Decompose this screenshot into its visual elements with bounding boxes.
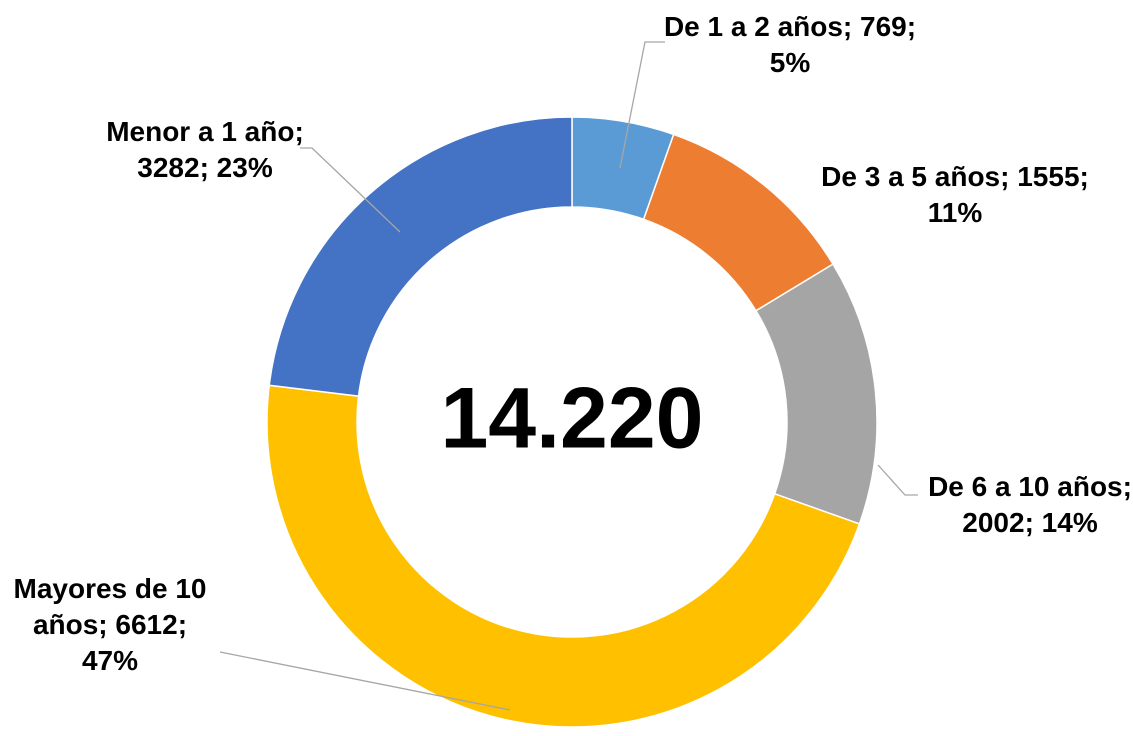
- leader-line: [300, 147, 401, 233]
- donut-slice: [266, 384, 861, 728]
- data-label: De 3 a 5 años; 1555; 11%: [821, 161, 1089, 228]
- data-label: Mayores de 10 años; 6612; 47%: [13, 573, 207, 676]
- leader-line: [619, 41, 665, 169]
- leader-line: [219, 651, 511, 711]
- data-label: Menor a 1 año; 3282; 23%: [106, 116, 304, 183]
- center-label: 14.220: [440, 371, 703, 467]
- donut-slice: [754, 263, 878, 525]
- leader-line: [877, 464, 918, 496]
- donut-slice: [268, 116, 573, 397]
- data-label: De 1 a 2 años; 769; 5%: [663, 11, 917, 78]
- data-label: De 6 a 10 años; 2002; 14%: [928, 471, 1132, 538]
